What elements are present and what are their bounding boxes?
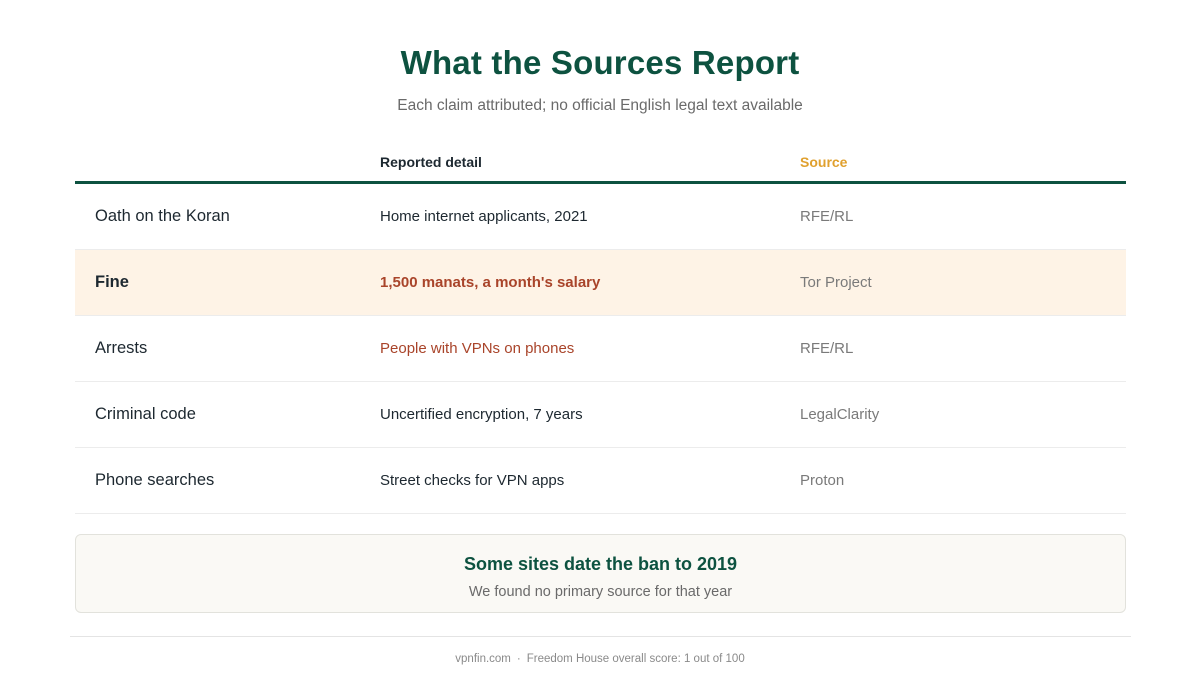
row-source: RFE/RL: [800, 208, 854, 225]
table-header: Reported detail Source: [75, 144, 1126, 184]
table-row: Oath on the Koran Home internet applican…: [75, 184, 1126, 250]
footer-divider: [70, 636, 1131, 637]
footer-separator: ·: [516, 653, 521, 665]
row-detail: Street checks for VPN apps: [380, 472, 565, 489]
column-header-source: Source: [800, 154, 848, 170]
page-subtitle: Each claim attributed; no official Engli…: [397, 97, 803, 114]
row-topic: Oath on the Koran: [95, 207, 230, 225]
row-topic: Fine: [95, 273, 129, 291]
row-topic: Criminal code: [95, 405, 196, 423]
callout-text: We found no primary source for that year: [468, 584, 733, 600]
table-row-highlighted: Fine 1,500 manats, a month's salary Tor …: [75, 250, 1126, 316]
footer: vpnfin.com · Freedom House overall score: …: [0, 653, 1200, 665]
row-source: LegalClarity: [800, 406, 880, 423]
row-detail: People with VPNs on phones: [380, 340, 575, 357]
footer-text: Freedom House overall score: 1 out of 10…: [526, 653, 745, 665]
row-detail: 1,500 manats, a month's salary: [380, 274, 601, 291]
sources-table: Reported detail Source Oath on the Koran…: [75, 144, 1126, 514]
row-detail: Uncertified encryption, 7 years: [380, 406, 583, 423]
callout-note: Some sites date the ban to 2019 We found…: [75, 534, 1126, 613]
row-source: Tor Project: [800, 274, 872, 291]
callout-title: Some sites date the ban to 2019: [463, 554, 738, 574]
table-row: Phone searches Street checks for VPN app…: [75, 448, 1126, 514]
row-topic: Arrests: [95, 339, 148, 357]
column-header-detail: Reported detail: [380, 154, 482, 170]
row-source: RFE/RL: [800, 340, 854, 357]
page-title: What the Sources Report: [400, 44, 800, 81]
footer-site: vpnfin.com: [455, 653, 511, 665]
row-topic: Phone searches: [95, 471, 215, 489]
table-row: Criminal code Uncertified encryption, 7 …: [75, 382, 1126, 448]
table-row: Arrests People with VPNs on phones RFE/R…: [75, 316, 1126, 382]
row-detail: Home internet applicants, 2021: [380, 208, 588, 225]
row-source: Proton: [800, 472, 845, 489]
